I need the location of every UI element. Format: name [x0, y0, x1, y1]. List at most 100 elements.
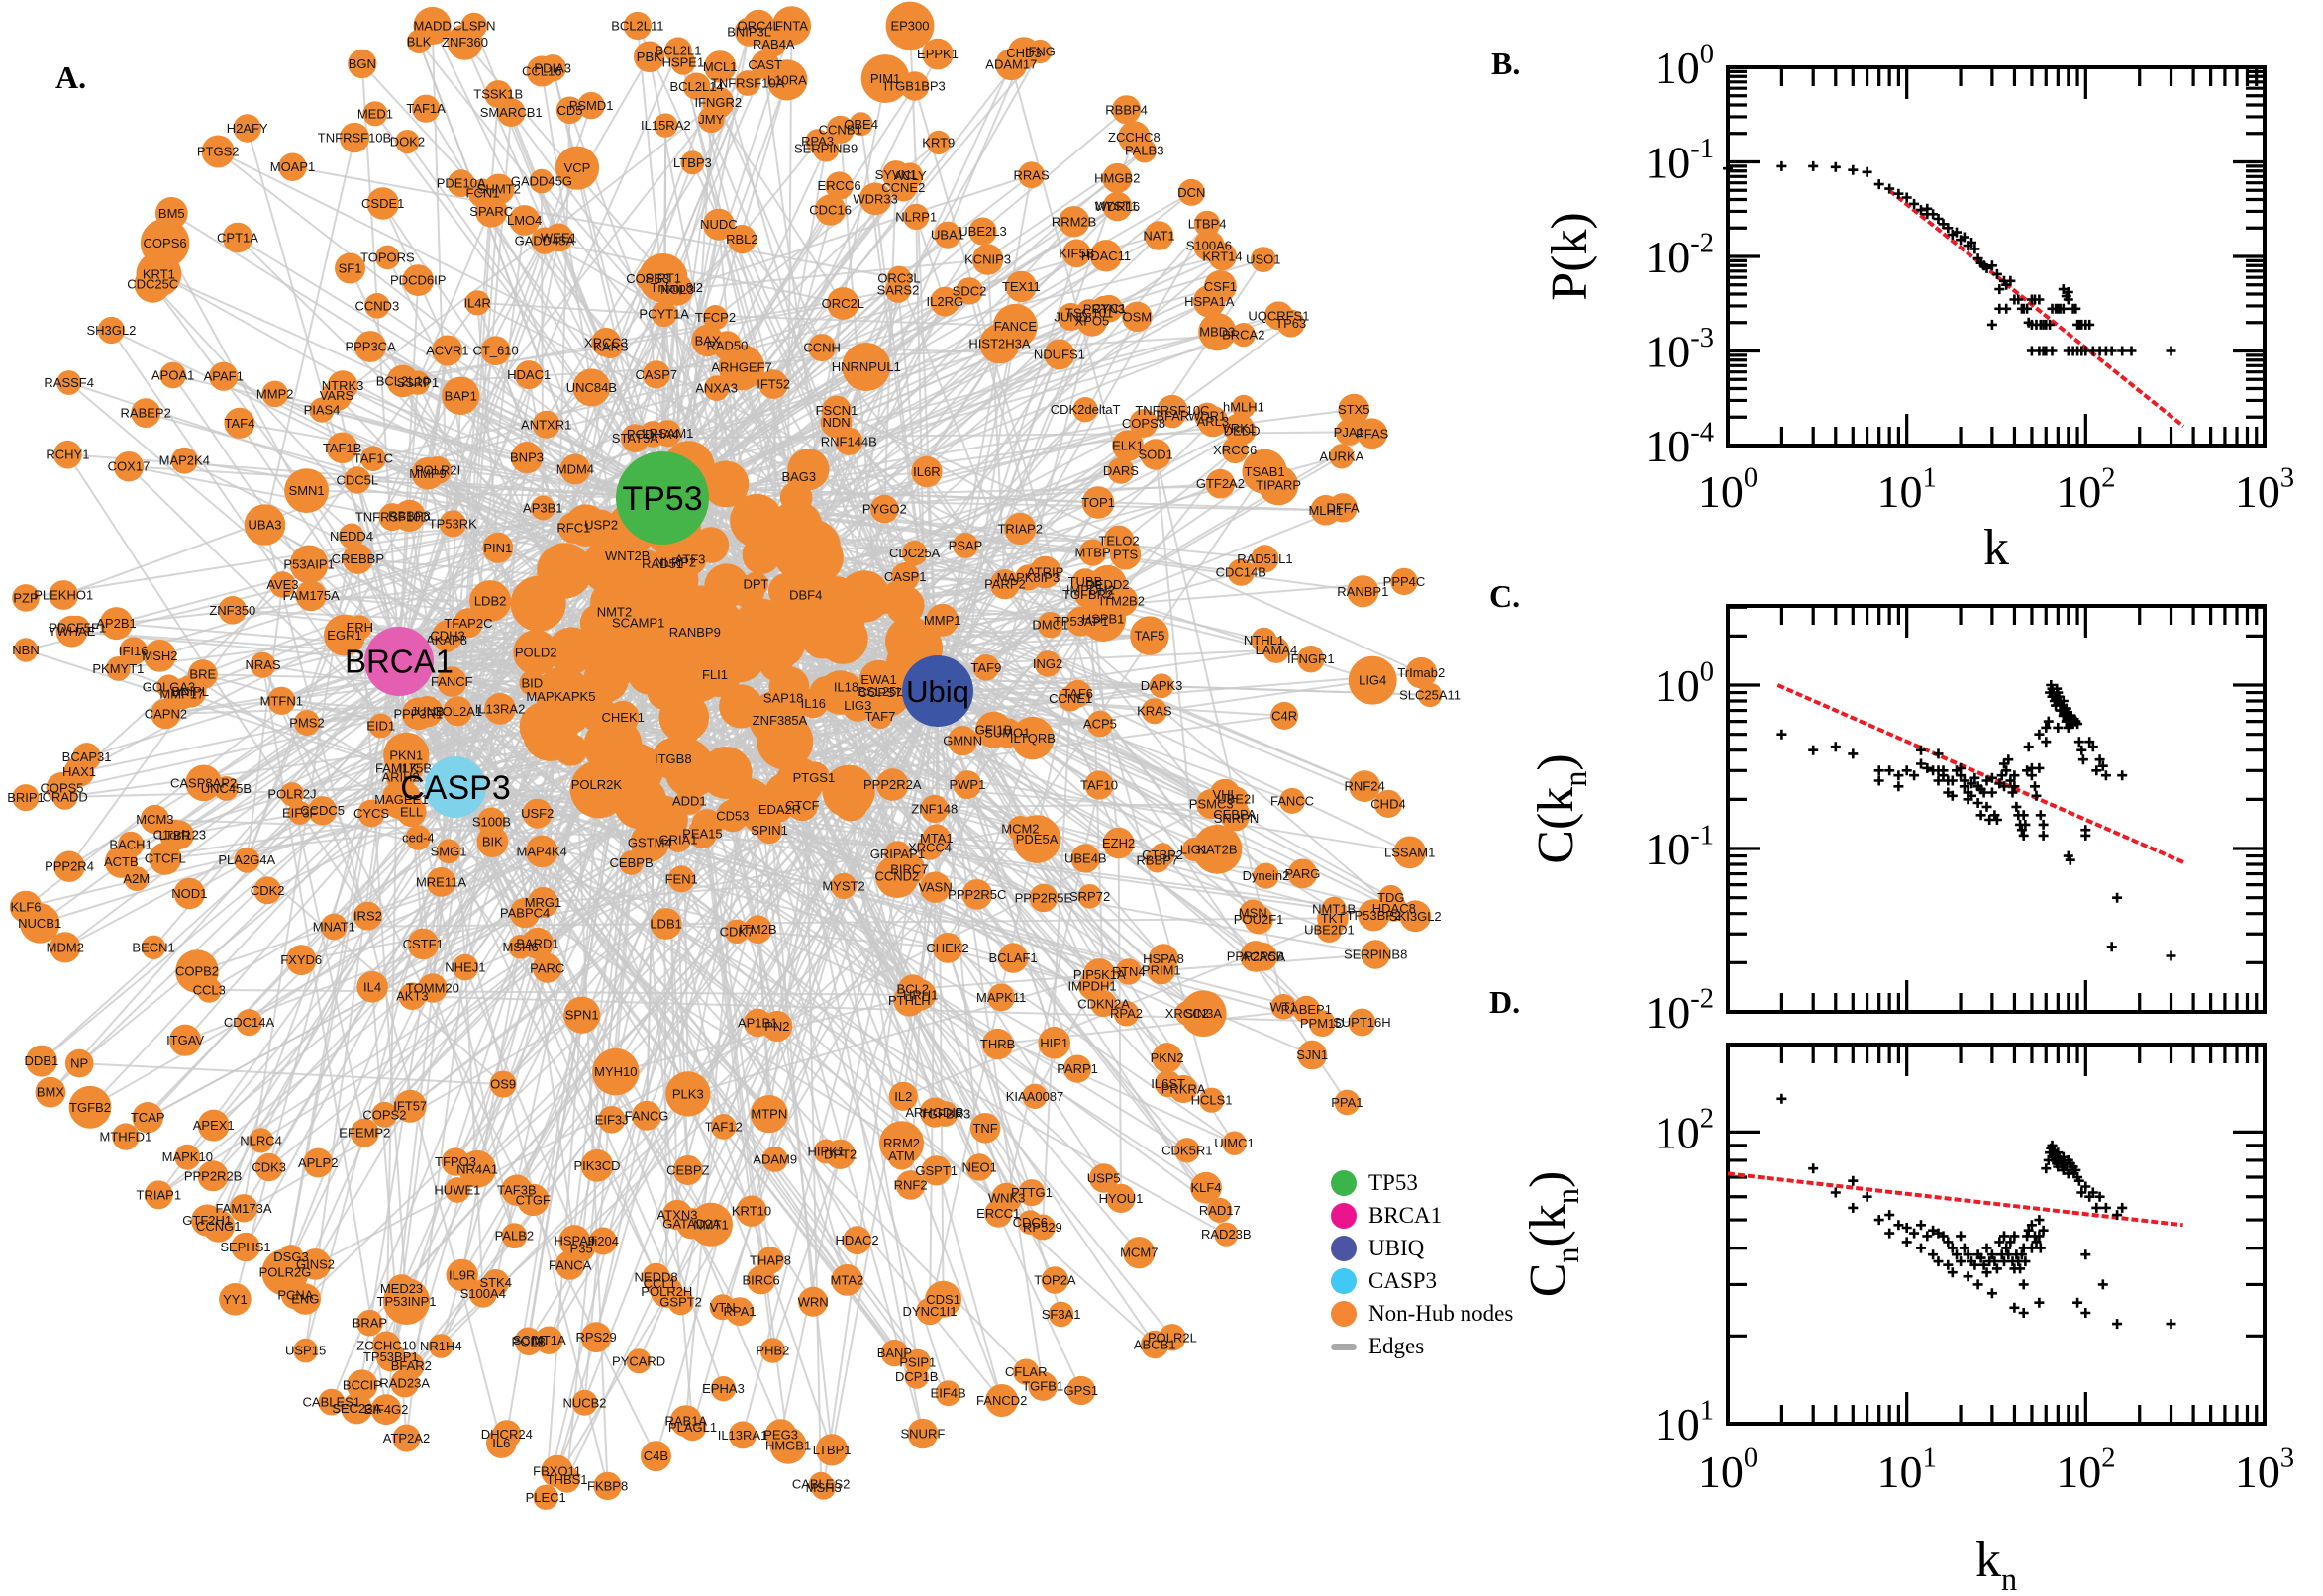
network-node — [1214, 1222, 1239, 1247]
network-node — [1044, 339, 1075, 370]
network-node — [362, 101, 388, 127]
network-node — [645, 1268, 674, 1298]
network-node-label: MTA2 — [831, 1272, 864, 1287]
y-tick-label: 10-3 — [1645, 323, 1714, 377]
network-node-label: FANCE — [994, 319, 1038, 334]
network-node-label: TP53BP2 — [1347, 908, 1402, 923]
network-node — [196, 977, 222, 1003]
network-node-label: HAX1 — [62, 764, 96, 779]
network-node — [921, 1155, 952, 1186]
network-node-label: PPP2R5B — [1227, 948, 1285, 963]
network-node-label: PIM1 — [870, 71, 900, 86]
network-node-label: POLR2H — [641, 1284, 692, 1299]
network-node-label: PIAS4 — [304, 403, 341, 418]
network-node-label: PPP2R4 — [45, 859, 94, 874]
network-node-label: ADAM9 — [753, 1151, 797, 1166]
network-node — [1129, 409, 1159, 438]
network-node — [593, 1471, 622, 1501]
network-node-label: HRH1 — [903, 987, 938, 1002]
network-node-label: SJN1 — [1296, 1047, 1328, 1062]
network-node-label: NMT2 — [597, 604, 632, 619]
network-node-label: CHEK2 — [926, 941, 968, 955]
network-node-label: SIN3A — [1185, 1006, 1223, 1021]
network-node-label: MDM4 — [556, 462, 594, 477]
network-node-label: DCP1B — [895, 1369, 938, 1384]
network-node-label: RAB4A — [753, 37, 795, 51]
network-node — [484, 693, 516, 725]
network-node-label: BRE — [189, 667, 216, 682]
network-node-label: HDAC8 — [1372, 901, 1416, 916]
network-node-label: MAPK11 — [976, 990, 1026, 1005]
network-node-label: EIF4B — [931, 1386, 966, 1401]
network-node — [735, 70, 760, 96]
network-node-label: SIRT1 — [645, 270, 681, 285]
network-node-label: PLAGL1 — [668, 1420, 717, 1435]
network-node-label: CFLAR — [1005, 1364, 1048, 1379]
network-node — [887, 1142, 916, 1170]
network-node — [975, 711, 1012, 748]
network-node-label: CD5 — [556, 103, 582, 118]
network-node-label: IL18 — [834, 680, 858, 695]
network-node — [159, 819, 191, 851]
network-node — [482, 532, 514, 563]
network-node — [308, 796, 338, 826]
network-node — [1373, 789, 1403, 818]
network-node-label: KIF5B — [1059, 246, 1094, 260]
network-node — [1062, 239, 1091, 268]
network-node-label: FLI1 — [702, 667, 728, 682]
network-node — [347, 1369, 378, 1401]
network-node-label: CD53 — [716, 808, 749, 823]
network-node-label: CDK7 — [720, 924, 755, 939]
network-node-label: IL13RA1 — [718, 1428, 768, 1443]
network-node — [327, 370, 358, 402]
network-node-label: RTN4 — [1112, 964, 1146, 979]
network-node-label: CDC5L — [336, 473, 378, 488]
network-node-label: ILK — [399, 760, 419, 775]
network-node-label: CCNH — [803, 341, 841, 355]
network-node — [366, 187, 399, 220]
network-node-label: WDR33 — [853, 191, 898, 206]
network-node — [119, 637, 148, 665]
network-node-label: CDS1 — [926, 1292, 960, 1307]
network-node-label: DPT — [744, 577, 769, 592]
network-node-label: NDUFS1 — [1034, 347, 1085, 361]
network-node-label: PHB2 — [756, 1344, 789, 1358]
network-node-label: SUMO1 — [984, 726, 1030, 741]
network-node-label: hMLH1 — [1223, 399, 1264, 414]
network-node-label: ZNF350 — [209, 603, 255, 618]
network-node-label: CAST — [748, 57, 782, 72]
network-node — [370, 1394, 402, 1426]
network-node-label: SLC25A11 — [1399, 687, 1461, 702]
network-node — [1112, 430, 1144, 461]
network-node-label: GOLGA3 — [143, 679, 195, 694]
network-node — [1150, 843, 1175, 867]
network-filler-node — [548, 627, 595, 674]
network-node-label: MT1A — [532, 1333, 566, 1347]
panel-b-label: B. — [1491, 46, 1521, 81]
network-node — [318, 1388, 346, 1416]
network-node — [870, 494, 899, 524]
network-node — [1262, 637, 1290, 663]
network-node-label: BCAP31 — [62, 749, 112, 764]
network-node-label: RABEP2 — [121, 406, 171, 421]
network-node — [826, 115, 855, 144]
hub-label-tp53: TP53 — [622, 480, 702, 518]
network-node — [764, 1419, 797, 1450]
network-node — [140, 804, 169, 835]
network-node-label: CCNG1 — [196, 1219, 242, 1234]
network-node-label: GINS2 — [296, 1256, 335, 1271]
network-node — [654, 420, 682, 448]
network-node-label: BCL2L1 — [656, 44, 702, 58]
network-node-label: TGFBR2 — [1062, 587, 1113, 602]
network-node-label: ABCB1 — [1134, 1338, 1176, 1352]
network-node-label: UBA1 — [931, 228, 964, 243]
network-node-label: TP53AP1 — [1054, 614, 1109, 629]
network-node-label: POLR2J — [267, 787, 316, 802]
network-node — [798, 1286, 829, 1317]
network-node-label: UNC45B — [201, 781, 252, 796]
network-node-label: TFAP2C — [444, 616, 492, 631]
network-node-label: KRT1 — [143, 266, 175, 281]
network-node-label: HUWE1 — [434, 1183, 480, 1198]
network-node — [766, 796, 793, 823]
network-node-label: EPHA3 — [702, 1381, 745, 1396]
